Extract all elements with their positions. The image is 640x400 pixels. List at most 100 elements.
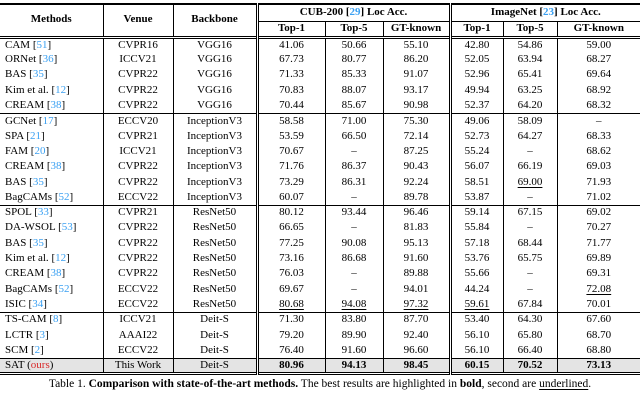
method-name: DA-WSOL — [5, 221, 56, 234]
method-cell: CREAM [38] — [5, 160, 66, 173]
value-cell: 73.16 — [255, 251, 325, 267]
value-cell: 80.12 — [255, 205, 325, 221]
value-cell: 77.25 — [255, 235, 325, 252]
value-cell: 71.77 — [556, 235, 640, 252]
value-cell: 68.32 — [556, 98, 640, 114]
value-cell: 67.15 — [502, 205, 558, 221]
value-cell: 56.10 — [448, 327, 504, 343]
value-cell: 71.02 — [556, 189, 640, 206]
citation-ref[interactable]: 8 — [52, 313, 59, 326]
citation-ref[interactable]: 34 — [32, 297, 44, 310]
citation-ref[interactable]: 38 — [50, 98, 62, 111]
method-cell: CREAM [38] — [5, 98, 66, 111]
citation-ref[interactable]: 52 — [58, 282, 70, 295]
method-cell: ORNet [36] — [5, 53, 58, 66]
caption-prefix: Table 1. — [48, 378, 89, 391]
citation-ref[interactable]: 33 — [37, 206, 49, 219]
citation-ref[interactable]: 38 — [50, 160, 62, 173]
value-cell: 70.67 — [255, 144, 325, 160]
value-cell: 96.60 — [382, 342, 451, 359]
table-row: SAT (ours) This Work Deit-S 80.96 94.13 98.45… — [0, 358, 640, 374]
method-cell: TS-CAM [8] — [5, 313, 63, 326]
citation-ref[interactable]: 12 — [55, 83, 67, 96]
value-cell: – — [324, 144, 383, 160]
table-caption: Table 1. Comparison with state-of-the-ar… — [0, 375, 640, 391]
value-cell: 90.08 — [324, 235, 383, 252]
value-cell: 53.40 — [448, 312, 504, 328]
value-cell: 57.18 — [448, 235, 504, 252]
venue-cell: ICCV21 — [102, 312, 173, 328]
value-cell: 42.80 — [448, 37, 504, 53]
venue-cell: ICCV21 — [102, 52, 173, 68]
method-cell: Kim et al. [12] — [5, 83, 70, 96]
method-cell: FAM [20] — [5, 144, 50, 157]
value-cell: 53.76 — [448, 251, 504, 267]
value-cell: 98.45 — [382, 358, 451, 374]
citation-ref[interactable]: 35 — [32, 68, 44, 81]
citation-ref[interactable]: 23 — [543, 5, 555, 18]
value-cell: 73.13 — [556, 358, 640, 374]
method-name: CREAM — [5, 267, 45, 280]
citation-ref[interactable]: 17 — [42, 114, 54, 127]
table-row: SPA [21] CVPR21 InceptionV3 53.59 66.50 72.14… — [0, 128, 640, 145]
backbone-cell: ResNet50 — [172, 220, 257, 236]
table-row: BagCAMs [52] ECCV22 ResNet50 69.67–94.01 44.… — [0, 281, 640, 298]
backbone-cell: VGG16 — [172, 98, 257, 114]
method-name: BAS — [5, 236, 27, 249]
value-cell: 71.30 — [255, 312, 325, 328]
value-cell: 68.92 — [556, 82, 640, 99]
venue-cell: CVPR16 — [102, 37, 173, 53]
backbone-cell: ResNet50 — [172, 266, 257, 282]
citation-ref[interactable]: 29 — [349, 5, 361, 18]
citation-ref[interactable]: 20 — [34, 144, 46, 157]
value-cell: 69.67 — [255, 281, 325, 298]
value-cell: 49.94 — [448, 82, 504, 99]
value-cell: 53.59 — [255, 128, 325, 145]
value-cell: 81.83 — [382, 220, 451, 236]
value-cell: 64.27 — [502, 128, 558, 145]
value-cell: 52.05 — [448, 52, 504, 68]
citation-ref[interactable]: 3 — [39, 328, 46, 341]
citation-ref[interactable]: 21 — [29, 129, 41, 142]
value-cell: 71.33 — [255, 67, 325, 83]
value-cell: 55.66 — [448, 266, 504, 282]
citation-ref[interactable]: 53 — [61, 221, 73, 234]
value-cell: 92.40 — [382, 327, 451, 343]
backbone-cell: ResNet50 — [172, 297, 257, 313]
citation-ref[interactable]: 51 — [36, 38, 48, 51]
method-name: Kim et al. — [5, 83, 49, 96]
value-cell: 66.65 — [255, 220, 325, 236]
value-cell: 92.24 — [382, 174, 451, 190]
venue-cell: CVPR22 — [102, 266, 173, 282]
method-name: LCTR — [5, 328, 34, 341]
citation-ref[interactable]: 35 — [32, 236, 44, 249]
venue-cell: CVPR22 — [102, 251, 173, 267]
highlighted-ours-group: SAT (ours) This Work Deit-S 80.96 94.13 98.45… — [0, 358, 640, 374]
citation-ref[interactable]: 12 — [55, 252, 67, 265]
table-row: Kim et al. [12] CVPR22 ResNet50 73.16 86.68 9… — [0, 251, 640, 267]
citation-ref[interactable]: 35 — [32, 175, 44, 188]
citation-ref[interactable]: 38 — [50, 267, 62, 280]
table-row: CREAM [38] CVPR22 InceptionV3 71.76 86.37 90.… — [0, 159, 640, 175]
value-cell: 73.29 — [255, 174, 325, 190]
value-cell: – — [502, 220, 558, 236]
method-cell: CAM [51] — [5, 38, 52, 51]
value-cell: 60.15 — [448, 358, 504, 374]
table-row: ISIC [34] ECCV22 ResNet50 80.68 94.08 97.32 59… — [0, 297, 640, 313]
value-cell: 69.00 — [502, 174, 558, 190]
subcol-cub-top5: Top-5 — [324, 21, 383, 37]
method-cell: BAS [35] — [5, 68, 48, 81]
method-name: CAM — [5, 38, 31, 51]
citation-ref[interactable]: 2 — [34, 343, 41, 356]
value-cell: 69.31 — [556, 266, 640, 282]
venue-cell: CVPR22 — [102, 174, 173, 190]
value-cell: 58.58 — [255, 113, 325, 129]
value-cell: 63.25 — [502, 82, 558, 99]
citation-ref[interactable]: 36 — [42, 53, 54, 66]
value-cell: 66.40 — [502, 342, 558, 359]
citation-ref[interactable]: 52 — [58, 190, 70, 203]
table-row: ORNet [36] ICCV21 VGG16 67.73 80.77 86.20 52.0… — [0, 52, 640, 68]
value-cell: 56.07 — [448, 159, 504, 175]
backbone-group: TS-CAM [8] ICCV21 Deit-S 71.30 83.80 87.70 53.… — [0, 312, 640, 359]
value-cell: 65.75 — [502, 251, 558, 267]
